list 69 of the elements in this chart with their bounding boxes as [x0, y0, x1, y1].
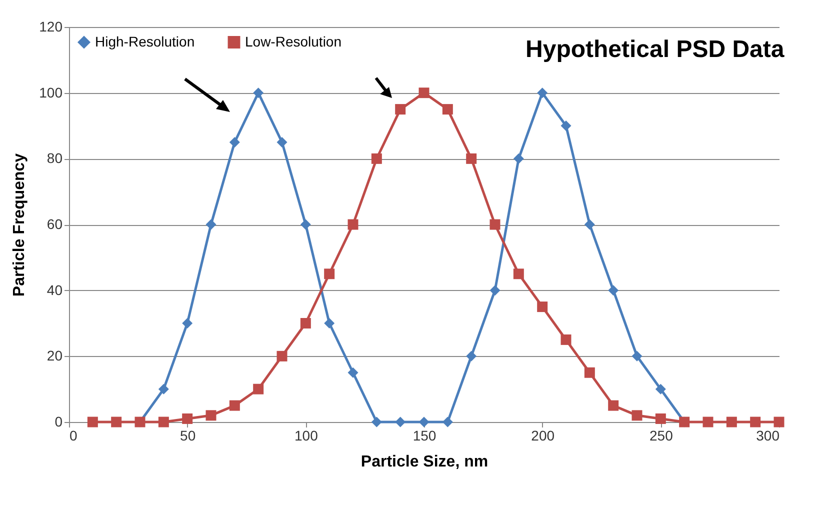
- legend-label: Low-Resolution: [245, 33, 342, 50]
- point: [750, 416, 761, 428]
- y-tick-label: 100: [39, 84, 63, 100]
- point: [418, 88, 430, 98]
- point: [560, 334, 572, 345]
- point: [276, 136, 288, 148]
- point: [655, 384, 666, 394]
- point: [395, 416, 406, 428]
- point: [324, 318, 335, 328]
- y-tick-label: 60: [46, 216, 63, 232]
- x-tick-label: 50: [180, 428, 196, 444]
- point: [348, 367, 358, 378]
- point: [584, 367, 595, 378]
- point: [513, 153, 524, 164]
- point: [111, 416, 122, 428]
- y-tick-label: 20: [46, 348, 63, 364]
- point: [253, 384, 264, 394]
- point: [608, 285, 619, 296]
- point: [182, 413, 193, 424]
- point: [418, 416, 430, 428]
- y-tick-label: 120: [39, 18, 63, 34]
- legend-label: High-Resolution: [95, 33, 195, 50]
- y-axis-title: Particle Frequency: [11, 153, 28, 297]
- x-tick-label: 150: [412, 428, 436, 444]
- y-tick-label: 40: [46, 282, 63, 298]
- point: [490, 219, 500, 230]
- point: [632, 350, 642, 362]
- point: [655, 413, 666, 424]
- point: [300, 219, 311, 230]
- x-tick-label: 200: [531, 428, 555, 444]
- point: [348, 219, 358, 230]
- chart-title: Hypothetical PSD Data: [526, 36, 785, 63]
- y-tick-label: 80: [46, 150, 63, 166]
- x-tick-label: 250: [649, 428, 674, 444]
- point: [229, 136, 240, 148]
- point: [206, 219, 216, 230]
- point: [182, 318, 193, 328]
- point: [158, 384, 169, 394]
- point: [774, 416, 784, 428]
- y-tick-label: 0: [54, 414, 63, 430]
- x-tick-label: 300: [756, 428, 780, 444]
- point: [466, 153, 477, 164]
- point: [632, 410, 642, 421]
- point: [490, 285, 500, 296]
- point: [442, 104, 453, 115]
- point: [395, 104, 406, 115]
- x-axis-title: Particle Size, nm: [360, 454, 488, 470]
- point: [466, 350, 477, 362]
- point: [87, 416, 98, 428]
- point: [324, 268, 335, 280]
- point: [702, 416, 714, 428]
- point: [584, 219, 595, 230]
- point: [726, 416, 737, 428]
- point: [276, 350, 288, 362]
- point: [206, 410, 216, 421]
- point: [537, 302, 548, 312]
- point: [537, 88, 548, 98]
- point: [158, 416, 169, 428]
- point: [371, 153, 382, 164]
- point: [560, 120, 572, 131]
- point: [513, 268, 524, 280]
- point: [253, 88, 264, 98]
- point: [371, 416, 382, 428]
- x-tick-label: 100: [294, 428, 318, 444]
- x-tick-label: 0: [70, 428, 78, 444]
- point: [608, 400, 619, 411]
- point: [229, 400, 240, 411]
- point: [442, 416, 453, 428]
- point: [300, 318, 311, 328]
